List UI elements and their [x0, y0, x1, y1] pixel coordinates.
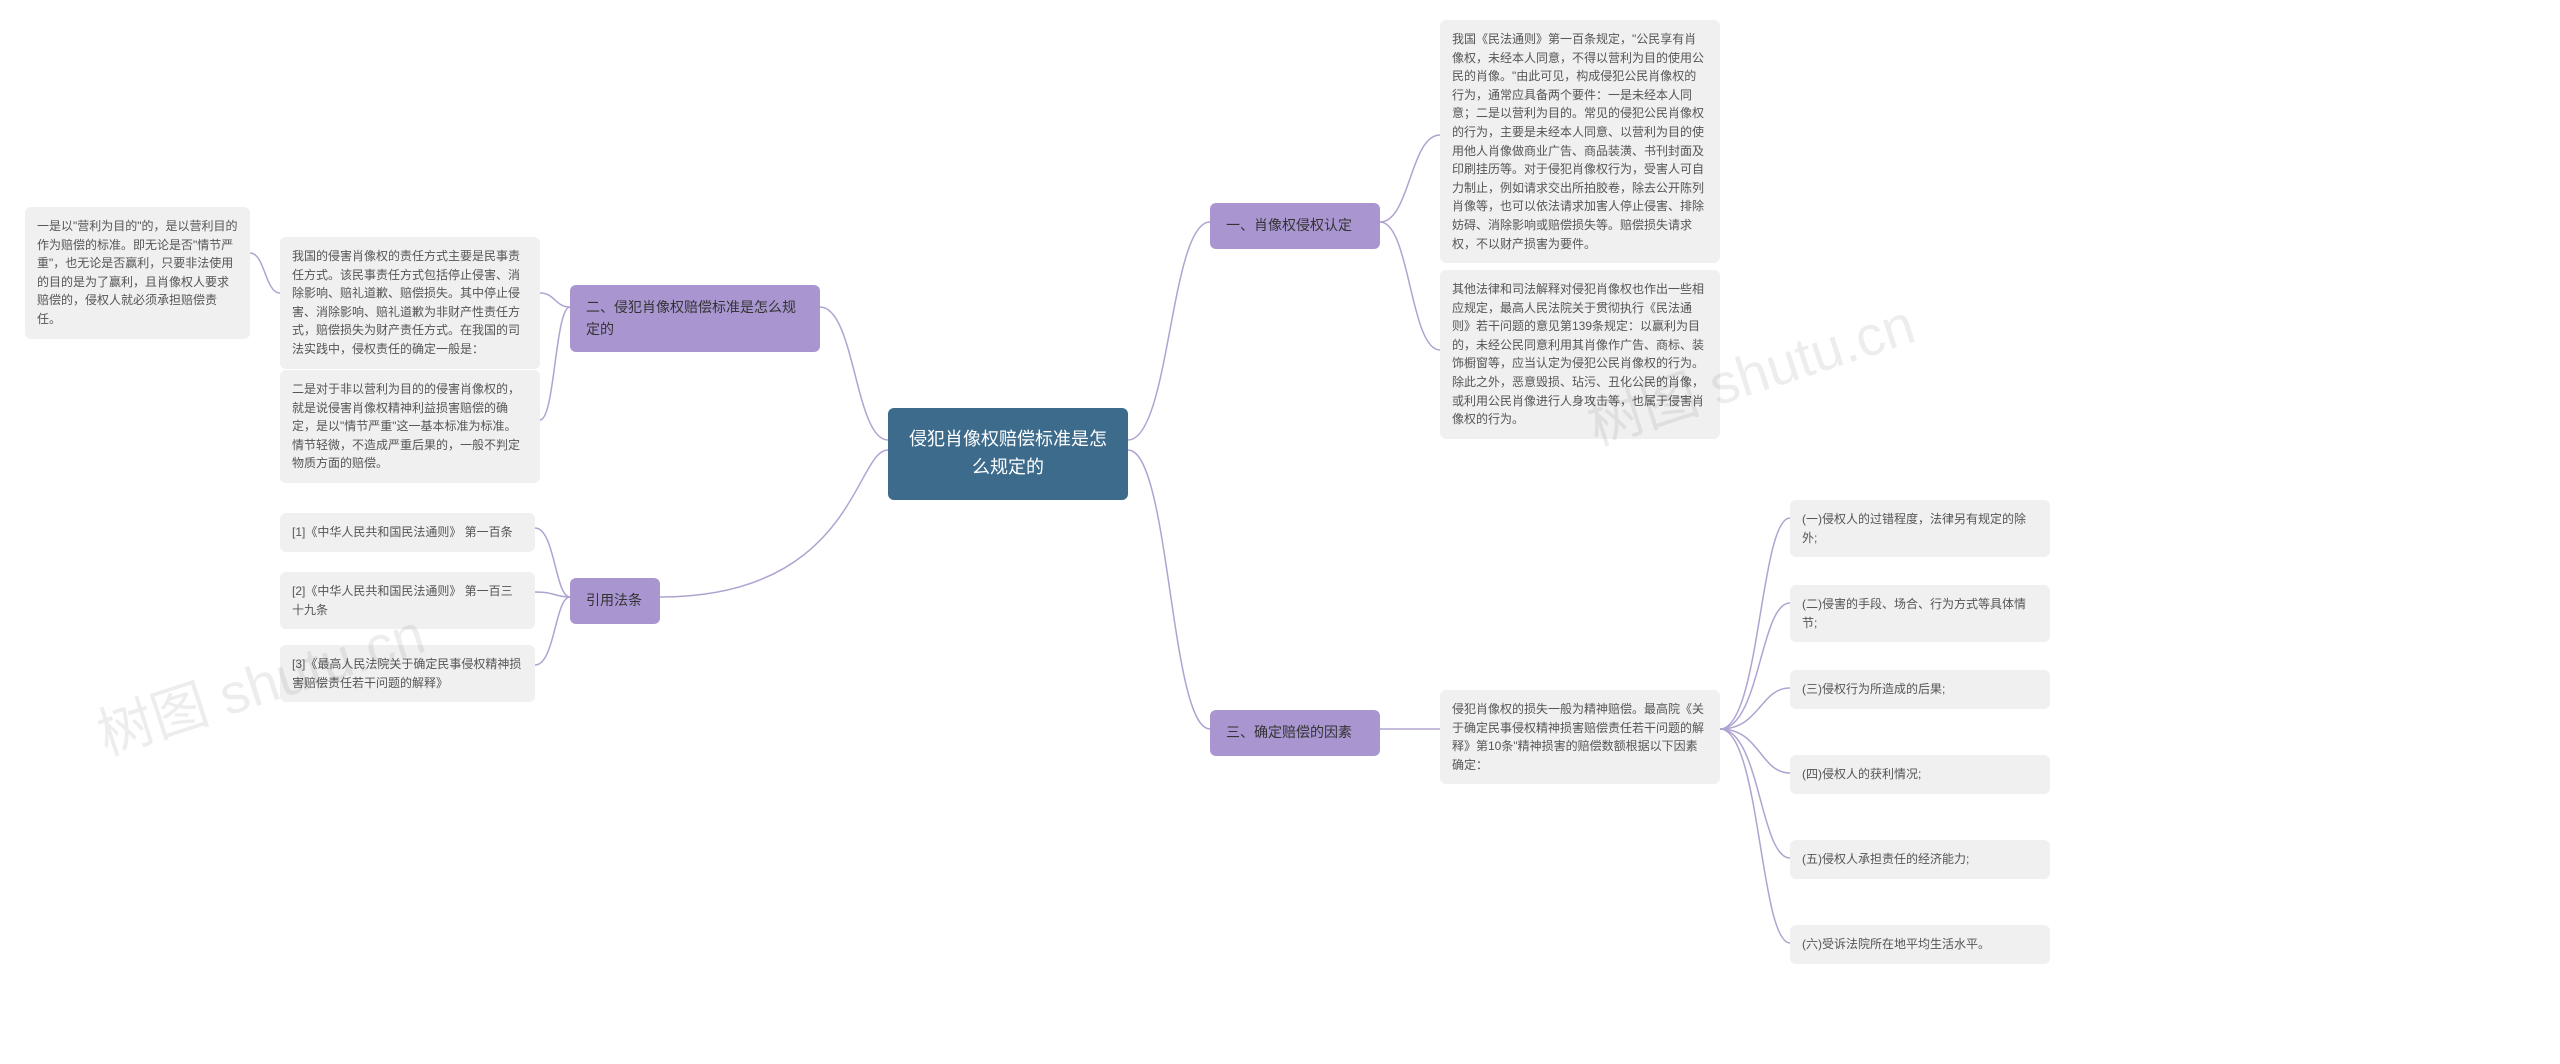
leaf-node: 我国《民法通则》第一百条规定，"公民享有肖像权，未经本人同意，不得以营利为目的使…	[1440, 20, 1720, 263]
branch-node-left-4: 引用法条	[570, 578, 660, 624]
leaf-node: (五)侵权人承担责任的经济能力;	[1790, 840, 2050, 879]
leaf-node: [2]《中华人民共和国民法通则》 第一百三十九条	[280, 572, 535, 629]
branch-node-left-2: 二、侵犯肖像权赔偿标准是怎么规定的	[570, 285, 820, 352]
leaf-node: (二)侵害的手段、场合、行为方式等具体情节;	[1790, 585, 2050, 642]
leaf-node: 我国的侵害肖像权的责任方式主要是民事责任方式。该民事责任方式包括停止侵害、消除影…	[280, 237, 540, 369]
leaf-node: (四)侵权人的获利情况;	[1790, 755, 2050, 794]
leaf-node: [1]《中华人民共和国民法通则》 第一百条	[280, 513, 535, 552]
branch-node-right-3: 三、确定赔偿的因素	[1210, 710, 1380, 756]
leaf-node: 一是以"营利为目的"的，是以营利目的作为赔偿的标准。即无论是否"情节严重"，也无…	[25, 207, 250, 339]
leaf-node: (六)受诉法院所在地平均生活水平。	[1790, 925, 2050, 964]
leaf-node: 侵犯肖像权的损失一般为精神赔偿。最高院《关于确定民事侵权精神损害赔偿责任若干问题…	[1440, 690, 1720, 784]
leaf-node: 二是对于非以营利为目的的侵害肖像权的，就是说侵害肖像权精神利益损害赔偿的确定，是…	[280, 370, 540, 483]
root-node: 侵犯肖像权赔偿标准是怎么规定的	[888, 408, 1128, 500]
leaf-node: [3]《最高人民法院关于确定民事侵权精神损害赔偿责任若干问题的解释》	[280, 645, 535, 702]
leaf-node: 其他法律和司法解释对侵犯肖像权也作出一些相应规定，最高人民法院关于贯彻执行《民法…	[1440, 270, 1720, 439]
leaf-node: (三)侵权行为所造成的后果;	[1790, 670, 2050, 709]
leaf-node: (一)侵权人的过错程度，法律另有规定的除外;	[1790, 500, 2050, 557]
branch-node-right-1: 一、肖像权侵权认定	[1210, 203, 1380, 249]
